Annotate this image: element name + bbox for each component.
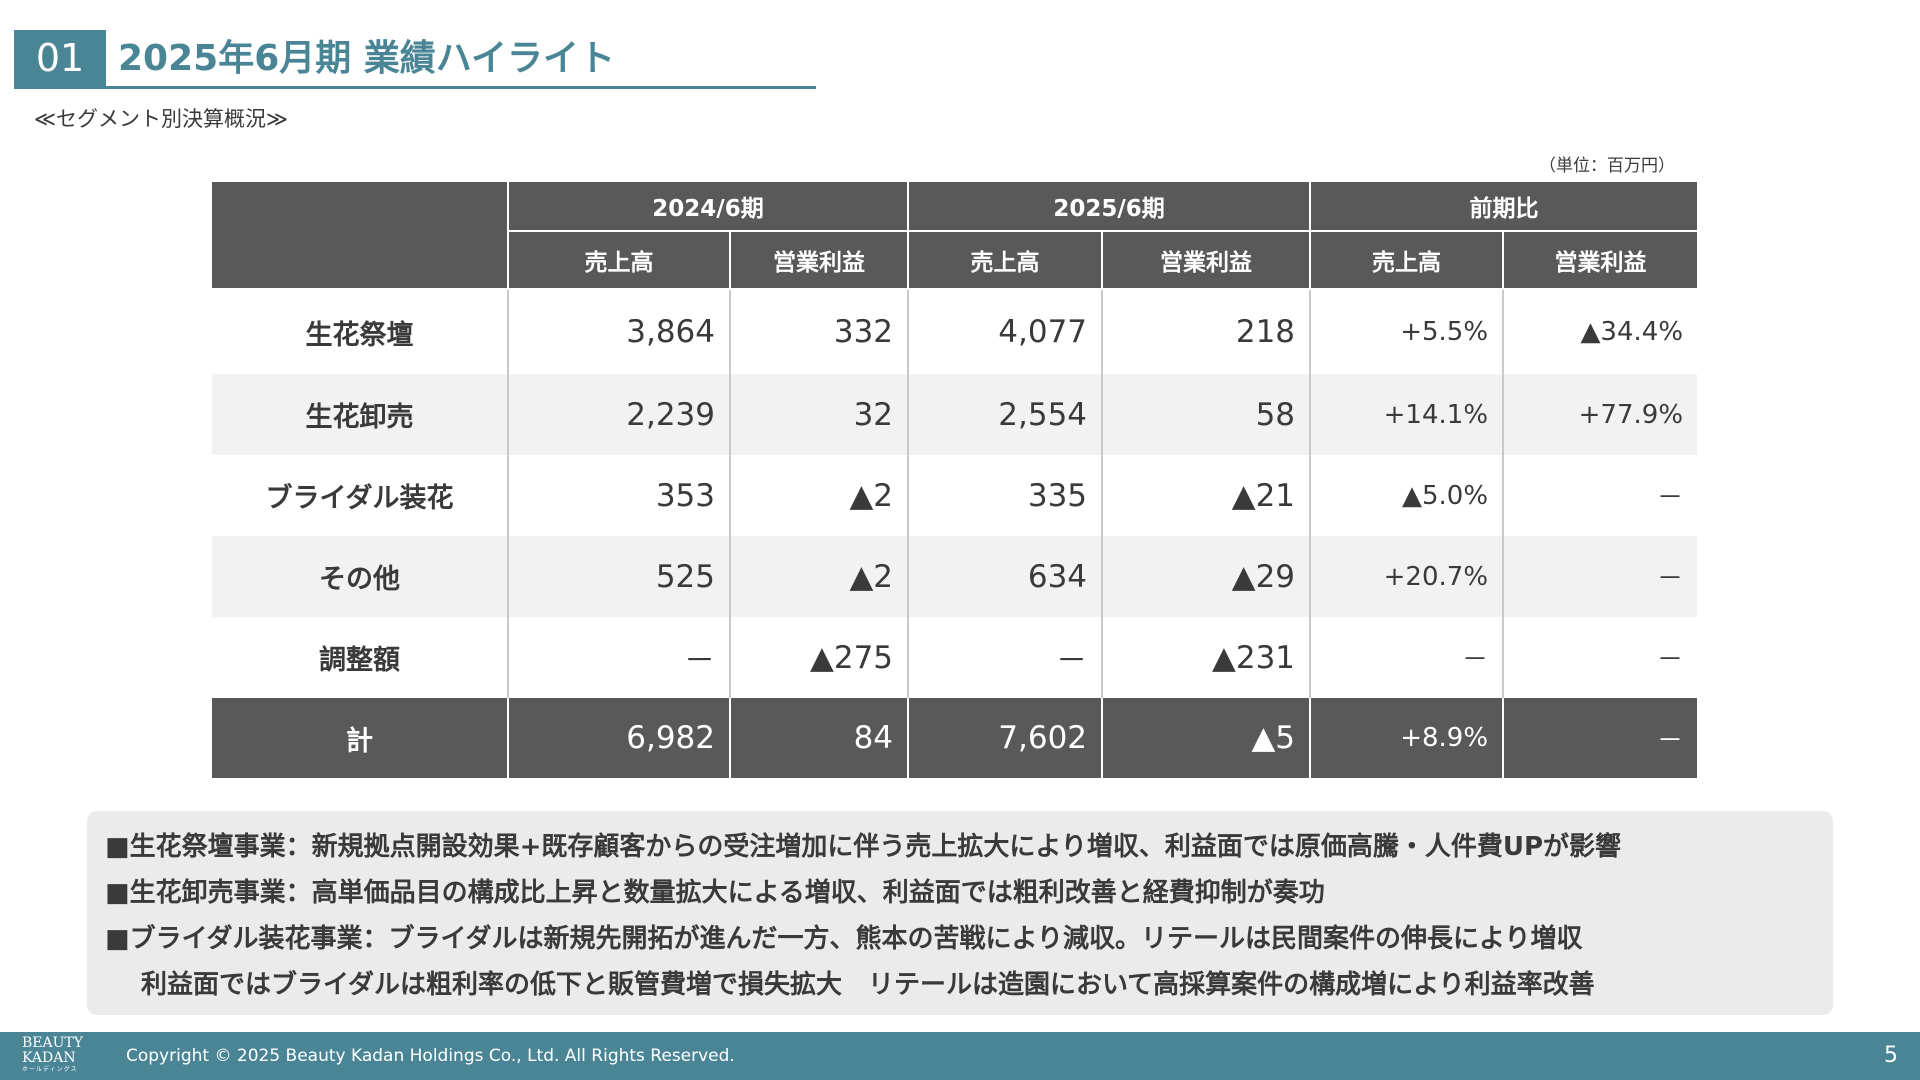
table-cell: +77.9% (1502, 374, 1698, 455)
table-row: その他 525 ▲2 634 ▲29 +20.7% － (212, 536, 1698, 617)
table-cell: ▲2 (728, 455, 909, 536)
table-row: 調整額 － ▲275 － ▲231 － － (212, 617, 1698, 698)
table-header-metric: 営業利益 (1101, 231, 1311, 290)
table-cell: 218 (1101, 289, 1311, 374)
table-cell: － (907, 617, 1103, 698)
slide-subtitle: ≪セグメント別決算概況≫ (34, 107, 288, 131)
row-label-total: 計 (212, 698, 508, 778)
row-label: 生花卸売 (212, 374, 508, 455)
table-cell: 353 (507, 455, 730, 536)
table-cell: 634 (907, 536, 1103, 617)
table-header-metric: 営業利益 (1502, 231, 1698, 290)
table-cell: 335 (907, 455, 1103, 536)
table-cell: 332 (728, 289, 909, 374)
row-label: 生花祭壇 (212, 289, 508, 374)
table-cell: 3,864 (507, 289, 730, 374)
table-cell-total: 84 (728, 698, 909, 778)
segment-table: 2024/6期 2025/6期 前期比 売上高 営業利益 売上高 営業利益 売上… (212, 182, 1698, 778)
table-cell: ▲275 (728, 617, 909, 698)
segment-table-container: 2024/6期 2025/6期 前期比 売上高 営業利益 売上高 営業利益 売上… (212, 182, 1698, 778)
row-label: 調整額 (212, 617, 508, 698)
table-header-row-periods: 2024/6期 2025/6期 前期比 (212, 182, 1698, 290)
table-header-corner (212, 182, 508, 290)
logo-line: KADAN (22, 1050, 76, 1066)
slide-header: 01 2025年6月期 業績ハイライト (14, 30, 816, 89)
copyright-text: Copyright © 2025 Beauty Kadan Holdings C… (126, 1046, 735, 1066)
table-cell: +20.7% (1309, 536, 1504, 617)
table-row: 生花祭壇 3,864 332 4,077 218 +5.5% ▲34.4% (212, 289, 1698, 374)
notes-box: ■生花祭壇事業：新規拠点開設効果+既存顧客からの受注増加に伴う売上拡大により増収… (87, 811, 1833, 1015)
table-cell-total: +8.9% (1309, 698, 1504, 778)
table-cell-total: 7,602 (907, 698, 1103, 778)
footer: BEAUTY KADAN ホールディングス Copyright © 2025 B… (0, 1032, 1920, 1080)
table-cell: ▲231 (1101, 617, 1311, 698)
unit-note: （単位：百万円） (1539, 156, 1675, 176)
company-logo: BEAUTY KADAN ホールディングス (22, 1036, 92, 1076)
table-cell-total: ▲5 (1101, 698, 1311, 778)
table-cell: 32 (728, 374, 909, 455)
row-label: その他 (212, 536, 508, 617)
table-cell: 58 (1101, 374, 1311, 455)
table-cell: － (1309, 617, 1504, 698)
table-row-total: 計 6,982 84 7,602 ▲5 +8.9% － (212, 698, 1698, 778)
page-number: 5 (1884, 1043, 1898, 1068)
table-header-metric: 売上高 (1309, 231, 1504, 290)
logo-kana: ホールディングス (22, 1066, 78, 1073)
table-cell: － (507, 617, 730, 698)
row-label: ブライダル装花 (212, 455, 508, 536)
table-cell: － (1502, 455, 1698, 536)
table-cell: ▲5.0% (1309, 455, 1504, 536)
table-cell: ▲21 (1101, 455, 1311, 536)
table-cell: ▲34.4% (1502, 289, 1698, 374)
note-line: ■生花祭壇事業：新規拠点開設効果+既存顧客からの受注増加に伴う売上拡大により増収… (105, 832, 1621, 862)
table-cell: ▲29 (1101, 536, 1311, 617)
table-row: ブライダル装花 353 ▲2 335 ▲21 ▲5.0% － (212, 455, 1698, 536)
table-cell: 4,077 (907, 289, 1103, 374)
table-cell: 2,239 (507, 374, 730, 455)
logo-line: BEAUTY (22, 1035, 83, 1051)
table-cell: +5.5% (1309, 289, 1504, 374)
slide-number: 01 (14, 30, 106, 86)
table-header-period: 2024/6期 (506, 182, 909, 232)
table-header-period: 2025/6期 (907, 182, 1311, 232)
table-row: 生花卸売 2,239 32 2,554 58 +14.1% +77.9% (212, 374, 1698, 455)
table-header-period: 前期比 (1309, 182, 1698, 232)
table-cell: 525 (507, 536, 730, 617)
table-header-row-metrics: 売上高 営業利益 売上高 営業利益 売上高 営業利益 (212, 231, 1698, 290)
table-cell: － (1502, 536, 1698, 617)
table-cell: 2,554 (907, 374, 1103, 455)
note-line: 利益面ではブライダルは粗利率の低下と販管費増で損失拡大 リテールは造園において高… (141, 970, 1595, 1000)
table-cell-total: 6,982 (507, 698, 730, 778)
table-cell: － (1502, 617, 1698, 698)
table-cell-total: － (1502, 698, 1698, 778)
table-cell: ▲2 (728, 536, 909, 617)
table-header-metric: 営業利益 (728, 231, 909, 290)
note-line: ■ブライダル装花事業：ブライダルは新規先開拓が進んだ一方、熊本の苦戦により減収。… (105, 924, 1583, 954)
table-header-metric: 売上高 (507, 231, 730, 290)
table-header-metric: 売上高 (907, 231, 1103, 290)
note-line: ■生花卸売事業：高単価品目の構成比上昇と数量拡大による増収、利益面では粗利改善と… (105, 878, 1325, 908)
slide-title: 2025年6月期 業績ハイライト (118, 38, 616, 79)
table-cell: +14.1% (1309, 374, 1504, 455)
